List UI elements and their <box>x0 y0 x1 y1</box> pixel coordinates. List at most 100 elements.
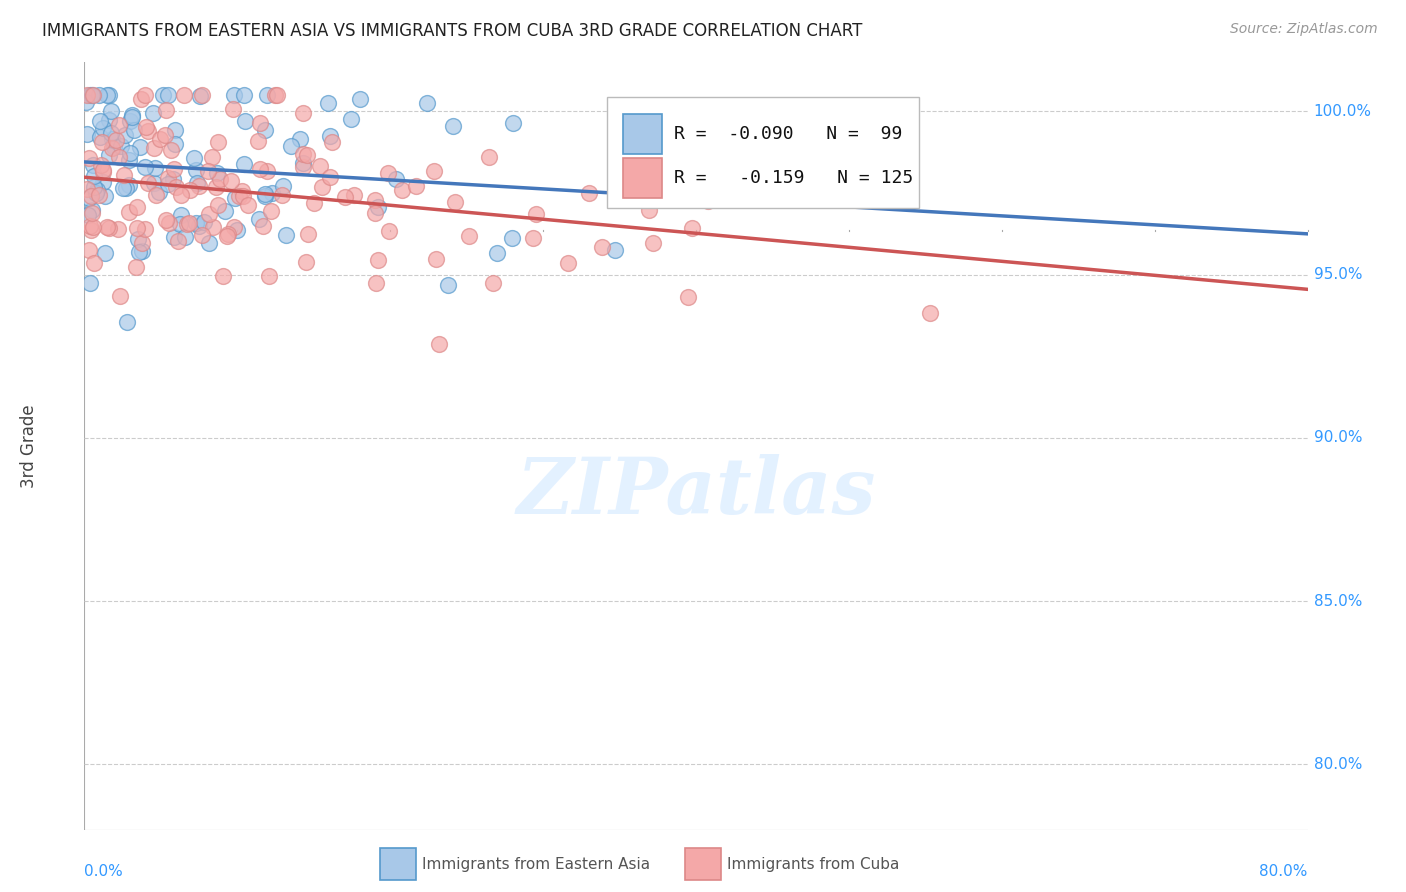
Point <box>197 236 219 251</box>
Point <box>204 179 226 194</box>
Point <box>197 164 219 178</box>
Point <box>697 194 720 209</box>
Point <box>94 189 117 203</box>
Point <box>112 180 135 194</box>
Point <box>77 191 100 205</box>
Point <box>253 123 276 137</box>
Point <box>578 186 600 201</box>
Point <box>138 124 160 138</box>
Point <box>198 207 221 221</box>
FancyBboxPatch shape <box>685 848 721 880</box>
Point <box>233 88 256 103</box>
Point <box>76 128 98 142</box>
Point <box>149 132 172 146</box>
Point <box>232 189 254 203</box>
Point <box>91 175 114 189</box>
Point <box>217 229 239 244</box>
Point <box>207 165 229 179</box>
Point <box>427 337 450 351</box>
Point <box>378 224 401 238</box>
Point <box>82 158 104 172</box>
Point <box>110 139 132 153</box>
Point <box>112 168 135 182</box>
Point <box>129 92 152 106</box>
Point <box>76 182 98 196</box>
Point <box>291 160 314 174</box>
Point <box>170 187 193 202</box>
Point <box>79 219 101 233</box>
Point <box>177 216 200 230</box>
Text: 100.0%: 100.0% <box>1313 103 1372 119</box>
Point <box>367 252 389 267</box>
Point <box>131 235 153 250</box>
Point <box>262 186 284 200</box>
Point <box>76 88 98 103</box>
Point <box>367 200 389 214</box>
Point <box>118 153 141 168</box>
Point <box>364 205 387 219</box>
Point <box>443 194 465 209</box>
Point <box>235 113 257 128</box>
Point <box>266 88 288 103</box>
Point <box>76 208 98 222</box>
Point <box>201 150 224 164</box>
Point <box>256 88 278 103</box>
Text: R =  -0.090   N =  99: R = -0.090 N = 99 <box>673 125 903 143</box>
Point <box>501 231 523 245</box>
Point <box>291 155 314 169</box>
Point <box>280 139 302 153</box>
Point <box>259 204 281 219</box>
Point <box>135 120 157 134</box>
Point <box>214 204 236 219</box>
Point <box>129 140 152 154</box>
Point <box>183 151 205 165</box>
Point <box>107 222 129 236</box>
Point <box>108 118 131 132</box>
Point <box>681 221 703 235</box>
Point <box>89 114 111 128</box>
Point <box>79 276 101 290</box>
Point <box>349 93 371 107</box>
FancyBboxPatch shape <box>380 848 416 880</box>
Point <box>191 228 214 243</box>
Point <box>208 171 231 186</box>
Point <box>207 135 229 149</box>
Text: Immigrants from Eastern Asia: Immigrants from Eastern Asia <box>422 857 650 871</box>
Point <box>188 89 211 103</box>
Point <box>80 189 103 203</box>
Point <box>114 128 136 142</box>
Point <box>163 137 186 152</box>
Point <box>920 305 942 319</box>
Point <box>253 187 276 202</box>
Point <box>145 187 167 202</box>
Point <box>292 147 315 161</box>
Point <box>377 166 399 180</box>
Point <box>165 180 187 194</box>
Point <box>75 95 97 110</box>
Point <box>86 183 108 197</box>
Point <box>638 202 661 217</box>
Point <box>83 169 105 184</box>
Point <box>82 220 104 235</box>
Point <box>115 181 138 195</box>
Point <box>184 215 207 229</box>
Point <box>118 114 141 128</box>
Point <box>136 176 159 190</box>
Point <box>385 172 408 186</box>
Point <box>77 151 100 165</box>
Point <box>96 88 118 103</box>
Point <box>100 104 122 119</box>
Point <box>134 88 156 103</box>
Point <box>91 165 114 179</box>
Point <box>212 268 235 283</box>
Point <box>83 256 105 270</box>
Point <box>441 119 464 133</box>
Point <box>458 228 481 243</box>
Point <box>297 227 319 242</box>
Point <box>676 290 699 304</box>
Point <box>226 222 249 236</box>
Point <box>159 144 181 158</box>
Point <box>437 278 460 293</box>
Point <box>143 161 166 175</box>
Point <box>104 133 127 147</box>
